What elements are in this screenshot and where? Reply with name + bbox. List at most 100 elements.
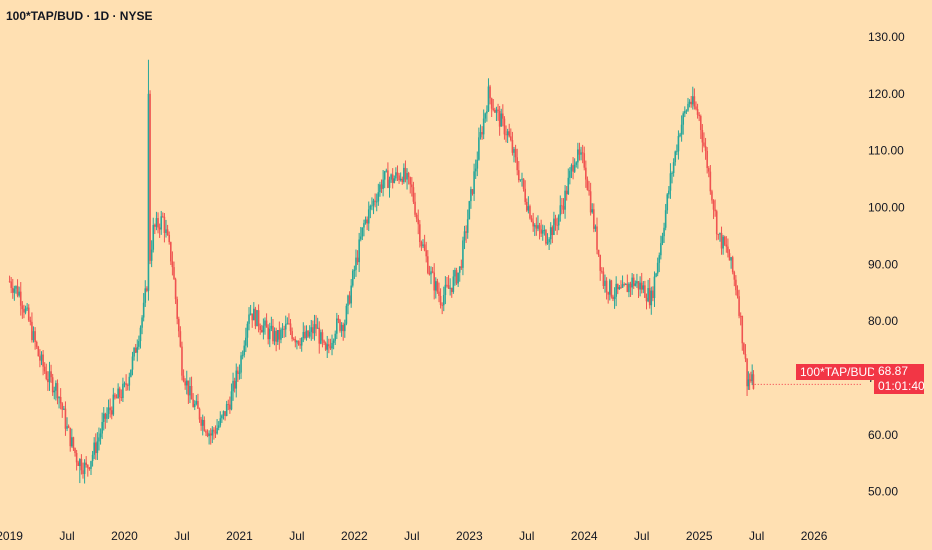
candle-body xyxy=(551,227,554,236)
candle-body xyxy=(110,410,113,415)
candle-body xyxy=(577,149,579,163)
candle-body xyxy=(666,194,669,211)
candle-body xyxy=(136,346,139,353)
candle-body xyxy=(106,413,108,419)
candle-body xyxy=(570,165,573,171)
candle-body xyxy=(399,178,402,181)
candle-body xyxy=(604,280,606,286)
candle-body xyxy=(682,113,685,125)
candle-body xyxy=(752,374,755,389)
candle-body xyxy=(86,464,89,468)
candle-body xyxy=(490,98,493,109)
candle-body xyxy=(200,419,202,426)
candle-body xyxy=(133,347,135,357)
candle-body xyxy=(629,283,632,288)
y-tick-label: 120.00 xyxy=(868,87,905,101)
candle-body xyxy=(171,261,174,268)
candle-body xyxy=(19,291,22,306)
candle-body xyxy=(722,236,724,249)
candle-body xyxy=(219,418,222,426)
candle-body xyxy=(187,380,190,396)
candle-body xyxy=(663,227,665,237)
candle-body xyxy=(685,110,688,112)
candle-body xyxy=(192,399,194,407)
candle-body xyxy=(735,279,737,291)
candle-body xyxy=(359,236,362,240)
candle-body xyxy=(120,397,123,398)
candle-body xyxy=(562,205,565,210)
candle-body xyxy=(364,219,367,224)
candle-body xyxy=(746,358,748,387)
candle-body xyxy=(235,370,238,389)
candle-body xyxy=(519,179,522,181)
candle-body xyxy=(24,308,27,313)
candle-body xyxy=(345,305,348,324)
candle-body xyxy=(337,318,340,321)
x-tick-label: 2025 xyxy=(686,529,713,543)
candle-body xyxy=(462,240,464,268)
candle-body xyxy=(502,113,504,119)
candle-body xyxy=(650,290,653,306)
candle-body xyxy=(98,437,100,442)
candle-body xyxy=(201,419,204,426)
candle-body xyxy=(227,404,230,405)
candle-body xyxy=(498,110,501,127)
candle-body xyxy=(248,314,250,324)
candle-body xyxy=(553,218,555,236)
candle-body xyxy=(503,118,506,135)
candle-body xyxy=(125,383,127,386)
candle-body xyxy=(430,271,432,275)
candle-body xyxy=(272,325,274,342)
candle-body xyxy=(434,281,437,291)
candle-body xyxy=(516,157,518,171)
candle-body xyxy=(728,253,731,261)
y-tick-label: 130.00 xyxy=(868,30,905,44)
candle-body xyxy=(315,324,317,329)
candle-body xyxy=(709,171,712,192)
candle-body xyxy=(535,225,538,229)
candle-body xyxy=(334,333,337,341)
candle-body xyxy=(77,462,80,467)
candle-body xyxy=(612,296,614,300)
candle-body xyxy=(176,299,178,319)
candle-body xyxy=(377,192,380,202)
candle-body xyxy=(401,178,404,183)
candle-body xyxy=(310,327,313,332)
candle-body xyxy=(620,286,622,288)
candle-body xyxy=(431,271,434,273)
candle-body xyxy=(232,380,234,392)
candle-body xyxy=(347,295,349,306)
candle-body xyxy=(72,437,75,449)
candle-body xyxy=(203,419,206,431)
candle-body xyxy=(237,370,239,374)
candle-body xyxy=(414,201,416,215)
candle-body xyxy=(632,277,635,286)
candle-body xyxy=(396,172,399,176)
candle-body xyxy=(170,242,172,262)
candle-body xyxy=(257,310,260,327)
candle-body xyxy=(240,355,242,373)
candle-body xyxy=(99,433,102,438)
candle-body xyxy=(703,142,705,146)
candle-body xyxy=(473,171,475,194)
candle-body xyxy=(80,459,83,471)
candle-body xyxy=(442,295,445,306)
candle-body xyxy=(18,291,20,296)
candle-body xyxy=(91,454,94,462)
candle-body xyxy=(549,227,552,240)
candle-body xyxy=(388,179,391,188)
y-tick-label: 110.00 xyxy=(868,144,904,158)
candle-body xyxy=(109,407,111,411)
candle-body xyxy=(494,109,496,113)
bar-countdown: 01:01:40 xyxy=(878,379,925,393)
candle-body xyxy=(101,421,103,434)
candle-body xyxy=(395,172,397,179)
candle-body xyxy=(739,315,742,317)
candle-body xyxy=(71,437,73,447)
candle-body xyxy=(719,233,721,235)
candle-body xyxy=(482,118,485,135)
candle-body xyxy=(273,330,276,342)
candle-body xyxy=(382,179,384,189)
candle-body xyxy=(112,394,115,415)
